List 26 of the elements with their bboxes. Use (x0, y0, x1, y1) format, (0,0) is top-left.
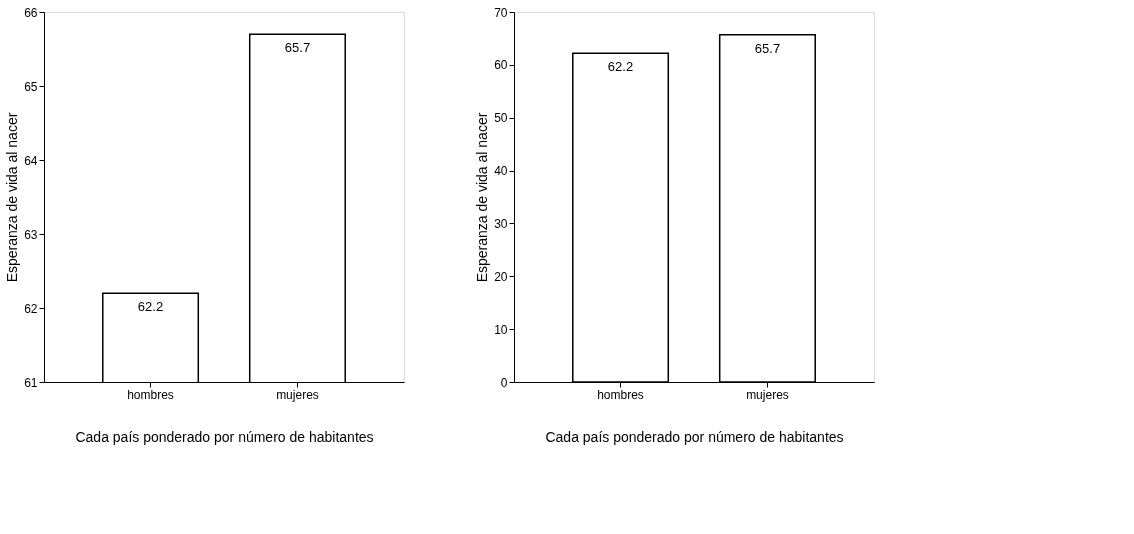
x-tick-label: mujeres (746, 387, 789, 402)
x-tick-label: hombres (127, 387, 174, 402)
y-tick-label: 50 (494, 111, 508, 126)
x-axis-title: Cada país ponderado por número de habitantes (75, 428, 374, 445)
data-label: 62.2 (137, 299, 164, 315)
data-label: 62.2 (607, 59, 634, 75)
y-tick-label: 0 (500, 375, 508, 390)
y-axis-title: Esperanza de vida al nacer (474, 112, 491, 283)
y-axis-title: Esperanza de vida al nacer (4, 112, 21, 283)
y-tick-label: 30 (494, 216, 508, 231)
y-tick-label: 70 (494, 5, 508, 20)
x-tick-label: hombres (597, 387, 644, 402)
y-tick-label: 64 (24, 153, 38, 168)
y-tick-label: 63 (24, 227, 38, 242)
data-label: 65.7 (754, 40, 781, 56)
y-tick-label: 60 (494, 58, 508, 73)
y-tick-label: 61 (24, 375, 38, 390)
y-tick-label: 10 (494, 322, 508, 337)
y-tick-label: 20 (494, 269, 508, 284)
x-tick-label: mujeres (276, 387, 319, 402)
y-tick-label: 40 (494, 164, 508, 179)
y-tick-label: 66 (24, 5, 38, 20)
y-tick-label: 65 (24, 79, 38, 94)
y-tick-label: 62 (24, 301, 38, 316)
data-label: 65.7 (284, 40, 311, 56)
x-axis-title: Cada país ponderado por número de habitantes (545, 428, 844, 445)
